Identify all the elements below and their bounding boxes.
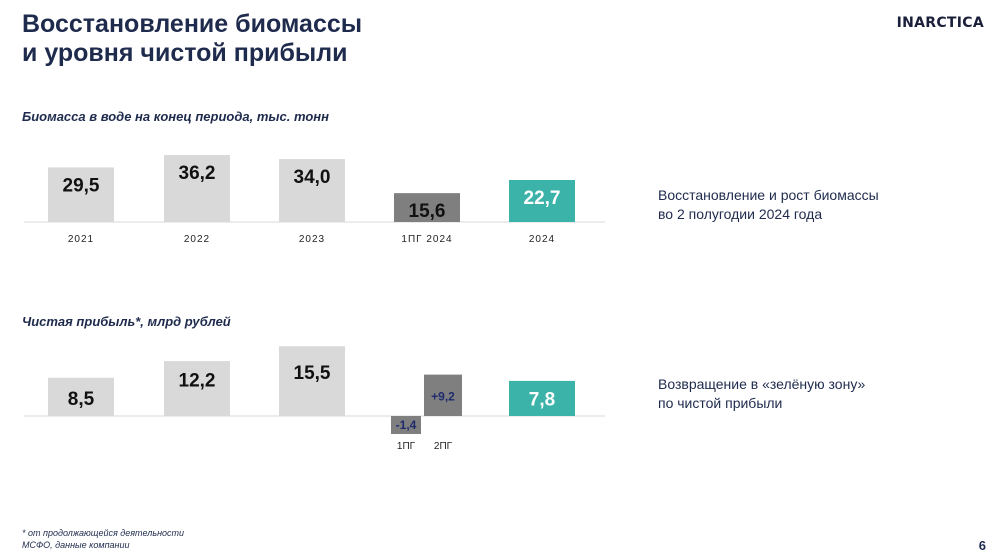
- tick-label: 1ПГ: [397, 441, 416, 452]
- tick-label: 2021: [68, 234, 94, 245]
- tick-label: 2023: [299, 234, 325, 245]
- footnote: * от продолжающейся деятельности МСФО, д…: [22, 527, 184, 551]
- bar: [279, 159, 345, 222]
- bar: [164, 155, 230, 222]
- tick-label: 2022: [184, 234, 210, 245]
- bar: [48, 167, 114, 222]
- data-label: 15,6: [409, 201, 446, 222]
- profit-comment: Возвращение в «зелёную зону» по чистой п…: [658, 375, 958, 413]
- comment-line: по чистой прибыли: [658, 395, 783, 411]
- tick-label: 2024: [529, 234, 555, 245]
- data-label: -1,4: [396, 418, 417, 432]
- biomass-chart-title: Биомасса в воде на конец периода, тыс. т…: [22, 109, 329, 124]
- footnote-line: * от продолжающейся деятельности: [22, 528, 185, 538]
- bar: [424, 374, 462, 416]
- tick-label: 2ПГ: [434, 441, 453, 452]
- data-label: 36,2: [179, 163, 216, 184]
- comment-line: во 2 полугодии 2024 года: [658, 206, 823, 222]
- data-label: 7,8: [529, 389, 555, 410]
- tick-label: 1ПГ 2024: [401, 234, 452, 245]
- page-title: Восстановление биомассы и уровня чистой …: [22, 10, 362, 68]
- biomass-comment: Восстановление и рост биомассы во 2 полу…: [658, 186, 958, 224]
- bar: [394, 193, 460, 222]
- data-label: 34,0: [294, 167, 331, 188]
- footnote-line: МСФО, данные компании: [22, 540, 130, 550]
- profit-chart-title: Чистая прибыль*, млрд рублей: [22, 314, 231, 329]
- title-line-1: Восстановление биомассы: [22, 10, 363, 38]
- data-label: 12,2: [179, 371, 216, 392]
- bar: [509, 380, 575, 416]
- comment-line: Возвращение в «зелёную зону»: [658, 376, 866, 392]
- bar: [48, 377, 114, 416]
- data-label: 15,5: [294, 363, 331, 384]
- data-label: +9,2: [431, 389, 455, 403]
- bar: [509, 180, 575, 222]
- title-line-2: и уровня чистой прибыли: [22, 39, 348, 67]
- page-number: 6: [978, 538, 986, 553]
- bar: [391, 416, 421, 434]
- data-label: 8,5: [68, 389, 95, 410]
- comment-line: Восстановление и рост биомассы: [658, 187, 879, 203]
- bar: [164, 361, 230, 416]
- data-label: 29,5: [63, 175, 100, 196]
- bar: [279, 346, 345, 416]
- logo: INARCTICA: [896, 15, 984, 31]
- data-label: 22,7: [524, 188, 561, 209]
